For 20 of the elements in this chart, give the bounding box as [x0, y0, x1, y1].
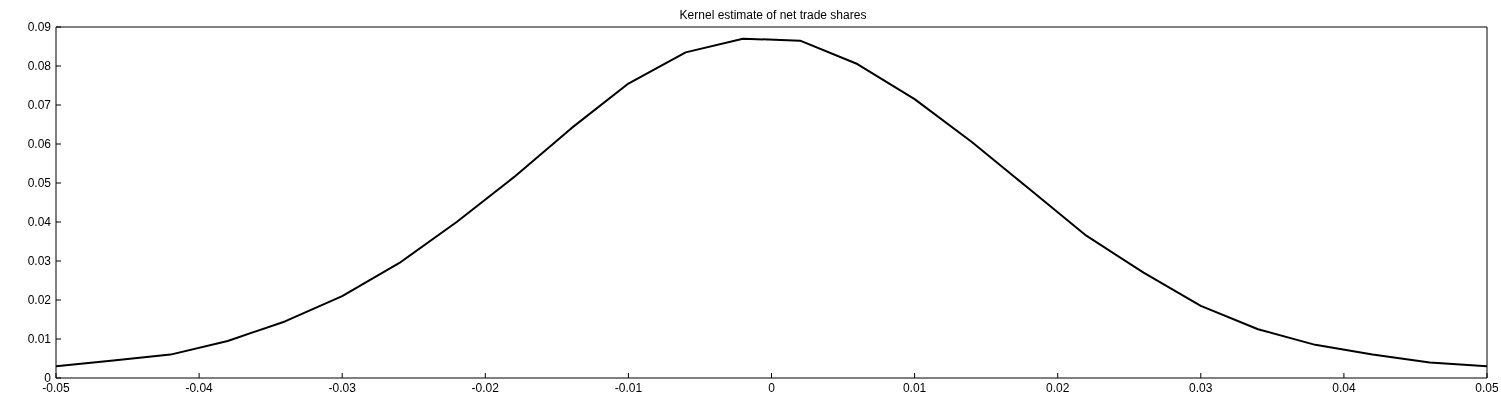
x-tick-label: -0.01	[614, 380, 643, 395]
x-tick-label: 0.03	[1189, 380, 1213, 395]
y-tick-label: 0.01	[27, 332, 52, 347]
chart-title: Kernel estimate of net trade shares	[678, 8, 868, 22]
y-tick-label: 0.06	[27, 137, 52, 152]
x-tick-label: -0.04	[185, 380, 214, 395]
y-tick-label: 0.03	[27, 254, 52, 269]
y-tick-label: 0.07	[27, 98, 52, 113]
y-tick-label: 0.09	[27, 20, 52, 35]
y-tick-label: 0.05	[27, 176, 52, 191]
x-tick-label: 0	[768, 380, 776, 395]
x-tick-label: 0.04	[1332, 380, 1356, 395]
x-tick-label: -0.02	[471, 380, 500, 395]
x-tick-label: 0.02	[1046, 380, 1070, 395]
y-tick-label: 0.08	[27, 59, 52, 74]
y-tick-label: 0.02	[27, 293, 52, 308]
x-tick-label: -0.03	[328, 380, 357, 395]
x-tick-label: 0.05	[1475, 380, 1499, 395]
y-tick-label: 0.04	[27, 215, 52, 230]
x-tick-label: 0.01	[902, 380, 927, 395]
